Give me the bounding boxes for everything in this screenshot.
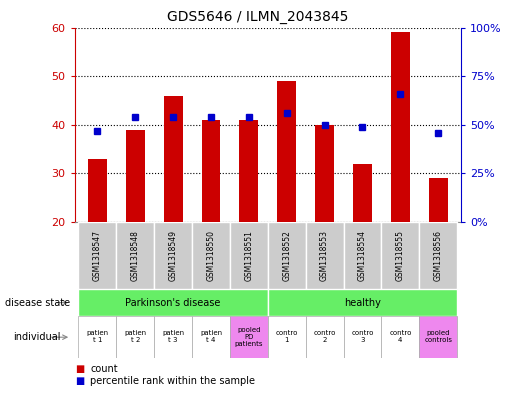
- Text: Parkinson's disease: Parkinson's disease: [126, 298, 221, 308]
- Bar: [268, 289, 457, 316]
- Bar: [78, 222, 116, 289]
- Text: GSM1318551: GSM1318551: [244, 230, 253, 281]
- Text: ■: ■: [75, 376, 84, 386]
- Bar: [239, 120, 259, 222]
- Bar: [116, 222, 154, 289]
- Bar: [78, 316, 116, 358]
- Text: individual: individual: [13, 332, 60, 342]
- Text: ■: ■: [75, 364, 84, 374]
- Text: count: count: [90, 364, 118, 374]
- Text: pooled
PD
patients: pooled PD patients: [235, 327, 263, 347]
- Text: patien
t 1: patien t 1: [87, 331, 109, 343]
- Text: GSM1318554: GSM1318554: [358, 230, 367, 281]
- Bar: [154, 316, 192, 358]
- Text: contro
1: contro 1: [276, 331, 298, 343]
- Bar: [268, 222, 306, 289]
- Bar: [353, 163, 372, 222]
- Bar: [154, 222, 192, 289]
- Bar: [382, 222, 419, 289]
- Text: GSM1318550: GSM1318550: [207, 230, 215, 281]
- Bar: [116, 316, 154, 358]
- Bar: [192, 222, 230, 289]
- Text: GSM1318548: GSM1318548: [131, 230, 140, 281]
- Bar: [164, 95, 183, 222]
- Text: GSM1318555: GSM1318555: [396, 230, 405, 281]
- Text: GSM1318553: GSM1318553: [320, 230, 329, 281]
- Bar: [391, 32, 410, 222]
- Bar: [201, 120, 220, 222]
- Bar: [78, 289, 268, 316]
- Text: percentile rank within the sample: percentile rank within the sample: [90, 376, 255, 386]
- Text: GSM1318552: GSM1318552: [282, 230, 291, 281]
- Text: GDS5646 / ILMN_2043845: GDS5646 / ILMN_2043845: [167, 10, 348, 24]
- Bar: [88, 159, 107, 222]
- Bar: [306, 222, 344, 289]
- Bar: [268, 316, 306, 358]
- Bar: [277, 81, 296, 222]
- Bar: [419, 222, 457, 289]
- Bar: [230, 222, 268, 289]
- Text: pooled
controls: pooled controls: [424, 331, 452, 343]
- Text: GSM1318556: GSM1318556: [434, 230, 443, 281]
- Bar: [344, 222, 382, 289]
- Text: patien
t 2: patien t 2: [124, 331, 146, 343]
- Bar: [306, 316, 344, 358]
- Text: patien
t 4: patien t 4: [200, 331, 222, 343]
- Bar: [126, 130, 145, 222]
- Text: GSM1318549: GSM1318549: [168, 230, 178, 281]
- Bar: [419, 316, 457, 358]
- Bar: [344, 316, 382, 358]
- Text: patien
t 3: patien t 3: [162, 331, 184, 343]
- Text: contro
4: contro 4: [389, 331, 411, 343]
- Bar: [429, 178, 448, 222]
- Text: contro
2: contro 2: [314, 331, 336, 343]
- Text: disease state: disease state: [5, 298, 70, 308]
- Text: healthy: healthy: [344, 298, 381, 308]
- Bar: [230, 316, 268, 358]
- Text: contro
3: contro 3: [351, 331, 374, 343]
- Bar: [382, 316, 419, 358]
- Text: GSM1318547: GSM1318547: [93, 230, 102, 281]
- Bar: [315, 125, 334, 222]
- Bar: [192, 316, 230, 358]
